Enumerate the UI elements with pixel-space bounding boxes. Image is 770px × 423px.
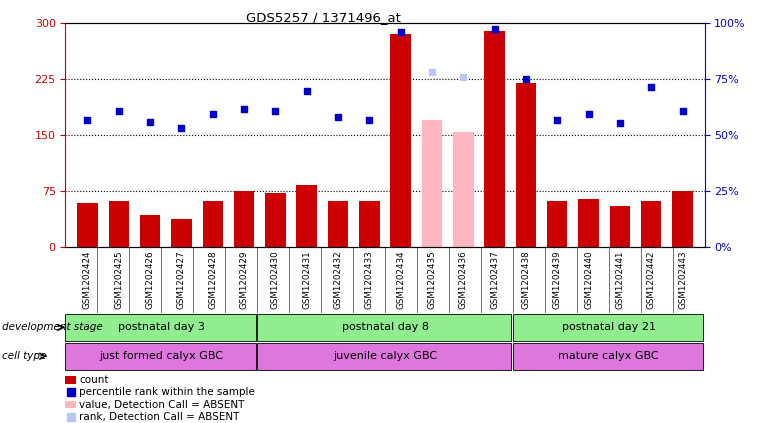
Point	[457, 74, 470, 80]
Text: rank, Detection Call = ABSENT: rank, Detection Call = ABSENT	[79, 412, 239, 422]
Text: juvenile calyx GBC: juvenile calyx GBC	[333, 351, 437, 361]
Text: postnatal day 8: postnatal day 8	[342, 322, 428, 332]
Text: value, Detection Call = ABSENT: value, Detection Call = ABSENT	[79, 399, 245, 409]
Point	[394, 29, 407, 36]
Bar	[547, 201, 567, 247]
Point	[614, 119, 626, 126]
Bar	[140, 215, 160, 247]
Text: cell type: cell type	[2, 351, 47, 361]
Point	[551, 117, 564, 124]
Point	[332, 113, 344, 120]
Bar	[610, 206, 630, 247]
Text: percentile rank within the sample: percentile rank within the sample	[79, 387, 255, 397]
Bar	[65, 314, 256, 341]
Bar	[77, 203, 98, 247]
Point	[112, 107, 125, 114]
Point	[206, 111, 219, 118]
Bar	[390, 35, 411, 247]
Bar	[641, 201, 661, 247]
Bar	[422, 121, 442, 247]
Bar	[296, 185, 317, 247]
Bar	[171, 219, 192, 247]
Point	[582, 111, 594, 118]
Bar	[257, 314, 511, 341]
Point	[520, 76, 532, 83]
Bar	[328, 201, 348, 247]
Point	[645, 83, 658, 90]
Bar	[359, 201, 380, 247]
Bar	[578, 199, 599, 247]
Text: mature calyx GBC: mature calyx GBC	[558, 351, 659, 361]
Text: postnatal day 3: postnatal day 3	[118, 322, 205, 332]
Point	[176, 124, 188, 131]
Bar	[516, 83, 536, 247]
Text: GDS5257 / 1371496_at: GDS5257 / 1371496_at	[246, 11, 401, 24]
Point	[363, 117, 376, 124]
Bar	[234, 192, 254, 247]
Point	[300, 87, 313, 94]
Point	[488, 26, 500, 33]
Bar	[484, 31, 505, 247]
Bar	[65, 343, 256, 370]
Bar	[65, 401, 75, 409]
Bar	[513, 314, 703, 341]
Bar	[65, 376, 75, 384]
Point	[144, 118, 156, 125]
Bar	[672, 192, 693, 247]
Text: postnatal day 21: postnatal day 21	[561, 322, 656, 332]
Bar	[513, 343, 703, 370]
Bar	[203, 201, 223, 247]
Text: count: count	[79, 375, 109, 385]
Point	[238, 106, 250, 113]
Point	[270, 107, 282, 114]
Point	[65, 413, 77, 420]
Bar	[265, 193, 286, 247]
Text: just formed calyx GBC: just formed calyx GBC	[99, 351, 223, 361]
Bar	[109, 201, 129, 247]
Bar	[453, 132, 474, 247]
Point	[677, 108, 689, 115]
Point	[65, 389, 77, 396]
Point	[81, 117, 93, 124]
Bar	[257, 343, 511, 370]
Point	[426, 69, 438, 75]
Text: development stage: development stage	[2, 322, 103, 332]
